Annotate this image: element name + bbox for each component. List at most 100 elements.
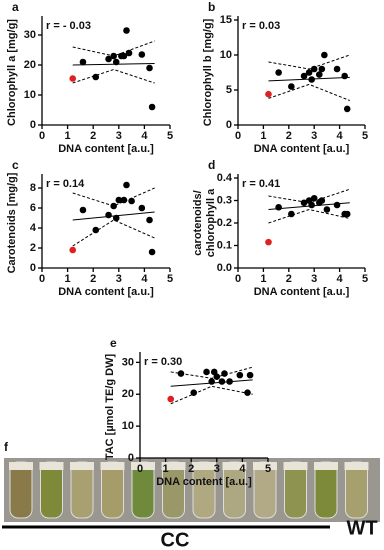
group-label: WT [346,517,377,539]
x-tick-label: 5 [167,130,173,142]
point [148,103,156,111]
y-tick-label: 10 [122,420,134,432]
panel-letter: c [12,158,19,172]
panel-letter: a [12,0,19,14]
point [69,75,77,82]
confidence-band [268,54,350,70]
tube [9,461,33,519]
point [333,65,341,73]
x-tick-label: 0 [137,463,143,475]
point [110,52,117,60]
x-tick-label: 1 [65,273,71,285]
point [120,52,128,60]
tube-cap [131,462,155,470]
x-tick-label: 1 [260,273,266,285]
tube-cap [314,462,338,470]
point [146,216,153,224]
tube [284,461,307,519]
confidence-band [268,208,350,224]
x-tick-label: 5 [265,463,271,475]
x-tick-label: 4 [141,130,148,142]
group-label: CC [161,529,190,550]
point [308,201,315,209]
y-tick-label: 4 [30,222,37,234]
point [146,64,153,72]
tube-cap [253,462,277,470]
tube [314,461,338,519]
point [79,206,87,214]
point [105,211,112,219]
point [79,58,87,66]
x-tick-label: 2 [188,463,194,475]
point [305,69,313,76]
y-tick-label: 0.0 [217,262,232,274]
point [275,203,282,211]
panel-letter: d [208,158,215,172]
x-tick-label: 5 [362,273,368,285]
y-tick-label: 15 [220,14,232,26]
point [333,201,341,209]
y-tick-label: 0 [226,119,232,131]
point [244,389,251,396]
y-tick-label: 0 [30,262,36,274]
x-tick-label: 4 [337,130,344,142]
tube-cap [283,462,308,470]
point [221,370,228,377]
tube-cap [161,462,186,470]
y-tick-label: 10 [24,89,36,101]
y-axis-label: Chlorophyll b [mg/g] [202,18,214,126]
point [323,206,331,213]
annotation: r = - 0.03 [46,20,91,32]
x-tick-label: 1 [260,130,266,142]
y-tick-label: 0.1 [217,239,232,251]
annotation: r = 0.14 [46,178,85,190]
point [288,210,295,218]
x-axis-label: DNA content [a.u.] [254,143,350,155]
point [167,395,175,403]
point [308,76,315,83]
point [343,105,351,113]
tube-cap [222,462,247,470]
y-tick-label: 0 [30,119,36,131]
x-tick-label: 1 [65,130,71,142]
annotation: r = 0.03 [242,20,280,32]
point [92,226,100,234]
y-tick-label: 2 [30,242,36,254]
point [310,65,318,73]
tube-cap [192,462,216,470]
tube [70,461,94,519]
y-tick-label: 20 [122,388,134,400]
tube-cap [39,462,64,470]
x-tick-label: 3 [116,273,122,285]
y-tick-label: 0.4 [217,172,233,184]
confidence-band [268,83,350,101]
confidence-band [170,385,253,405]
tube-cap [70,462,94,470]
x-axis-label: DNA content [a.u.] [254,286,350,298]
x-tick-label: 3 [311,130,317,142]
x-tick-label: 4 [141,273,148,285]
point [138,204,146,212]
point [69,246,77,254]
x-tick-label: 4 [239,463,246,475]
point [321,51,328,59]
tube [345,461,368,519]
panel-letter: f [4,440,9,454]
point [138,51,146,58]
point [265,238,272,246]
y-tick-label: 0 [128,452,134,464]
confidence-band [72,68,155,84]
fit-line [72,63,155,66]
y-tick-label: 0.2 [217,217,232,229]
panel-letter: b [208,0,215,14]
tube [40,461,63,519]
y-tick-label: 6 [30,202,36,214]
x-tick-label: 5 [362,130,368,142]
x-tick-label: 0 [39,273,45,285]
point [341,72,348,80]
panel-letter: e [110,336,117,350]
y-axis-label: TAC [µmol TE/g DW] [104,353,116,460]
point [288,83,295,90]
y-tick-label: 30 [24,29,36,41]
